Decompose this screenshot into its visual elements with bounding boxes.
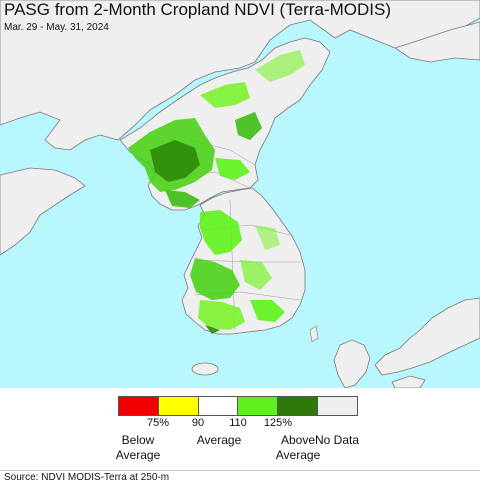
footer-bar [0, 470, 480, 486]
russia-coast [394, 21, 480, 63]
legend-tick-75: 75% [146, 417, 170, 429]
tsushima-island [309, 325, 319, 343]
legend-swatch-90-110 [198, 397, 239, 415]
legend-label-average: Average [196, 433, 242, 447]
source-credit: Source: NDVI MODIS-Terra at 250-m [4, 472, 170, 483]
legend-tick-90: 90 [191, 417, 205, 429]
legend-label-no-data: No Data [314, 433, 360, 447]
jeju-island [191, 362, 219, 376]
map-title: PASG from 2-Month Cropland NDVI (Terra-M… [4, 0, 391, 19]
legend-bar [118, 396, 358, 416]
date-range: Mar. 29 - May. 31, 2024 [4, 22, 109, 33]
legend-tick-125: 125% [263, 417, 293, 429]
legend-swatch-no-data [318, 397, 357, 415]
legend-swatch-below-75 [119, 397, 159, 415]
legend-tick-110: 110 [229, 417, 247, 429]
japan-honshu [374, 297, 480, 376]
japan-shikoku [391, 375, 426, 388]
legend-swatch-110-125 [238, 397, 279, 415]
shandong-peninsula [0, 167, 86, 256]
legend-label-below-average: Below Average [115, 433, 161, 462]
japan-kyushu [333, 339, 371, 388]
ndvi-vegetation-overlay [128, 50, 305, 334]
legend-swatch-75-90 [158, 397, 199, 415]
legend-label-above-average: Above Average [275, 433, 321, 462]
map-canvas [0, 0, 480, 388]
legend-swatch-above-125 [278, 397, 319, 415]
china-landmass [0, 0, 480, 151]
